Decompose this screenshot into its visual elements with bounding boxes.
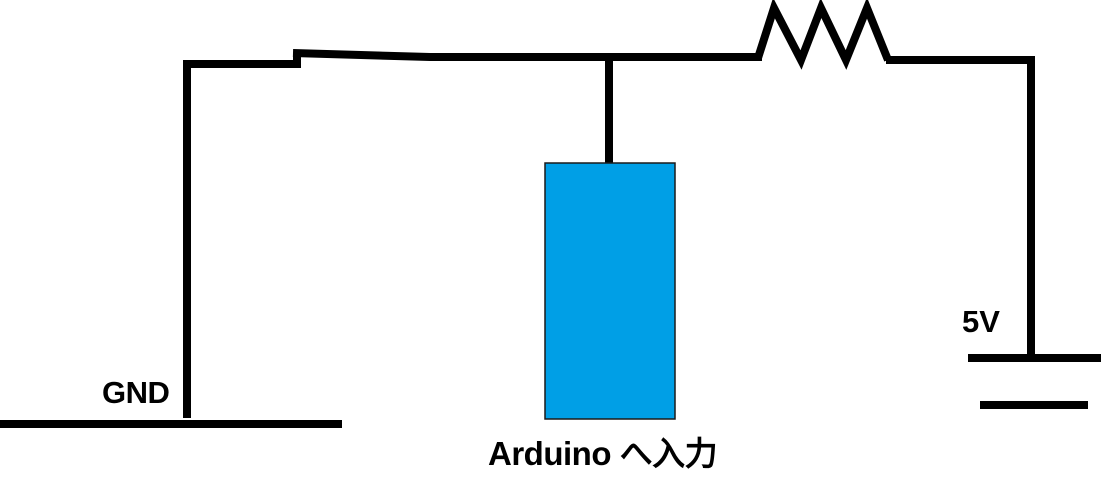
resistor <box>754 0 892 70</box>
gnd-label: GND <box>102 375 170 410</box>
vcc-wire <box>886 56 1035 358</box>
top-wire <box>292 49 762 61</box>
arduino-input-label: Arduino へ入力 <box>488 435 718 472</box>
vcc-label: 5V <box>962 304 1000 339</box>
sensor-block <box>544 162 676 420</box>
